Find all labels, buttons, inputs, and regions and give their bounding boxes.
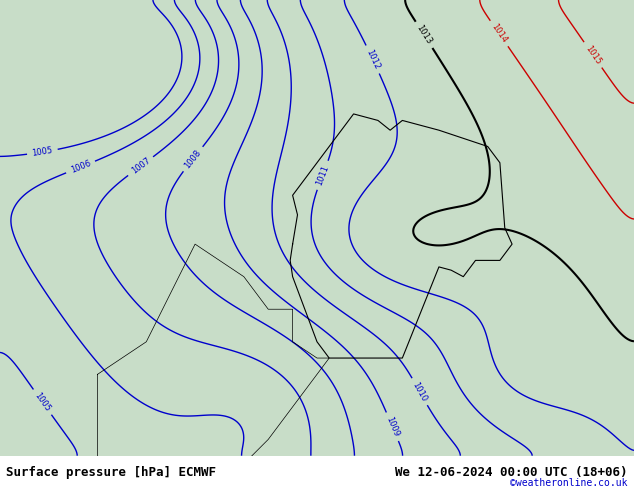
Text: We 12-06-2024 00:00 UTC (18+06): We 12-06-2024 00:00 UTC (18+06) xyxy=(395,466,628,479)
Text: 1006: 1006 xyxy=(69,159,92,175)
Bar xyxy=(0,0,98,456)
Text: 1005: 1005 xyxy=(31,146,53,158)
Text: 1013: 1013 xyxy=(415,24,434,46)
Text: 1007: 1007 xyxy=(129,156,152,176)
Text: ©weatheronline.co.uk: ©weatheronline.co.uk xyxy=(510,478,628,488)
Text: 1012: 1012 xyxy=(365,48,381,71)
Text: 1010: 1010 xyxy=(411,380,429,403)
Text: 1011: 1011 xyxy=(314,164,330,187)
Text: 1015: 1015 xyxy=(583,44,602,66)
Text: 1009: 1009 xyxy=(384,416,401,438)
Text: 1014: 1014 xyxy=(489,23,509,45)
Text: 1008: 1008 xyxy=(183,148,203,170)
Text: Surface pressure [hPa] ECMWF: Surface pressure [hPa] ECMWF xyxy=(6,466,216,479)
Text: 1005: 1005 xyxy=(33,391,52,413)
Polygon shape xyxy=(98,0,512,212)
